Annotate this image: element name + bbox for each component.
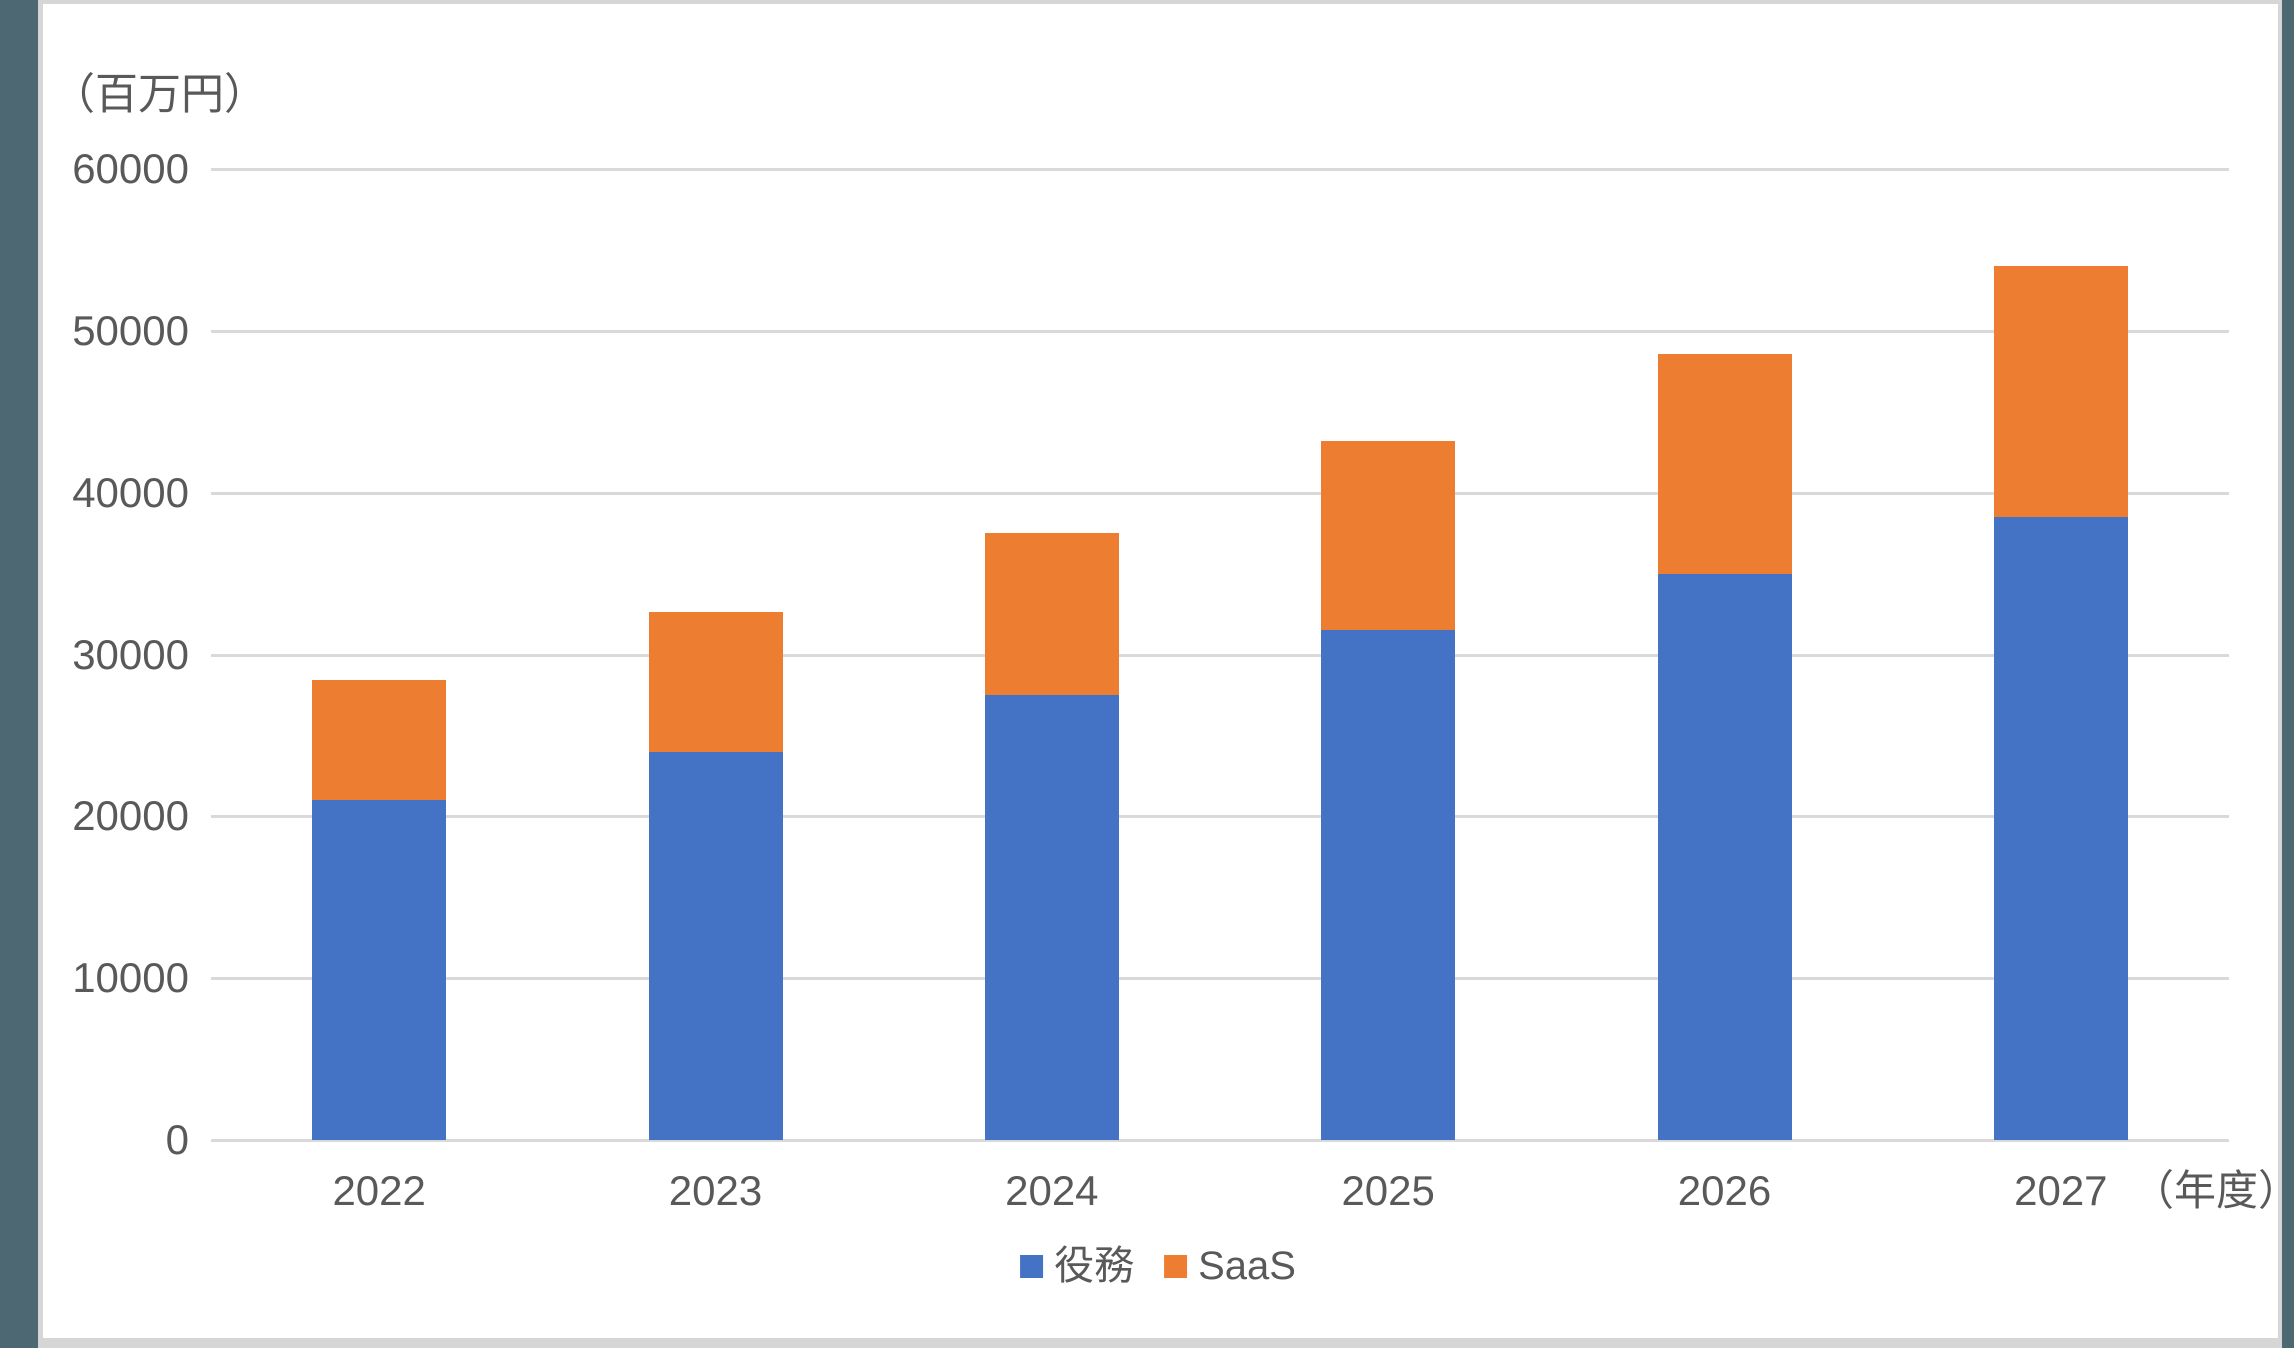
bar-segment-役務-2023 — [648, 751, 783, 1140]
bar-segment-SaaS-2026 — [1657, 353, 1792, 574]
chart-frame-border-right — [2278, 0, 2282, 1348]
bar-segment-役務-2026 — [1657, 573, 1792, 1140]
left-edge-strip — [0, 0, 38, 1348]
x-axis-label-2027: 2027 — [2014, 1167, 2108, 1214]
legend-item-SaaS: SaaS — [1164, 1244, 1296, 1288]
bar-group-2023 — [648, 612, 783, 1140]
x-axis-label-2025: 2025 — [1341, 1167, 1435, 1214]
bar-segment-SaaS-2022 — [312, 680, 447, 801]
gridline-50000 — [211, 329, 2229, 333]
y-axis-tick-label: 0 — [165, 1116, 189, 1163]
y-axis-tick-label: 60000 — [72, 145, 189, 192]
x-axis-category-labels: 2022 2023 2024 2025 2026 2027 — [211, 1168, 2229, 1218]
y-axis-unit-label: （百万円） — [52, 71, 267, 119]
bar-group-2025 — [1321, 440, 1456, 1140]
bar-segment-SaaS-2025 — [1321, 440, 1456, 631]
gridline-60000 — [211, 168, 2229, 171]
x-axis-label-2026: 2026 — [1677, 1167, 1772, 1214]
chart-frame-border-bottom — [43, 1338, 2278, 1348]
gridline-0 — [211, 1139, 2229, 1142]
gridline-40000 — [211, 491, 2229, 495]
right-edge-strip — [2282, 0, 2294, 1348]
gridline-20000 — [211, 815, 2229, 819]
gridline-30000 — [211, 653, 2229, 657]
y-axis-tick-label: 20000 — [72, 792, 189, 840]
x-axis-label-2023: 2023 — [668, 1167, 763, 1214]
bar-group-2024 — [984, 533, 1119, 1140]
legend-swatch-SaaS — [1164, 1254, 1188, 1278]
chart-frame-border-top — [43, 0, 2278, 4]
chart-frame-border-left — [38, 0, 43, 1348]
legend-swatch-役務 — [1020, 1254, 1044, 1278]
legend-item-役務: 役務 — [1020, 1244, 1134, 1288]
bar-segment-役務-2024 — [984, 694, 1119, 1140]
bar-segment-SaaS-2024 — [984, 533, 1119, 695]
bar-segment-役務-2027 — [1993, 516, 2128, 1140]
x-axis-unit-label: （年度） — [2132, 1167, 2294, 1214]
y-axis-tick-label: 10000 — [72, 954, 189, 1002]
y-axis-tick-label: 30000 — [72, 630, 189, 678]
bar-segment-役務-2022 — [312, 800, 447, 1140]
x-axis-label-2024: 2024 — [1005, 1167, 1099, 1214]
legend-label-SaaS: SaaS — [1198, 1244, 1296, 1288]
plot-area — [211, 168, 2229, 1142]
bar-segment-SaaS-2023 — [648, 612, 783, 752]
bar-segment-SaaS-2027 — [1993, 266, 2128, 517]
y-axis-tick-label: 40000 — [72, 468, 189, 516]
bar-segment-役務-2025 — [1321, 630, 1456, 1140]
y-axis-tick-labels: 0 10000 20000 30000 40000 50000 60000 — [0, 148, 189, 1161]
bar-group-2026 — [1657, 353, 1792, 1141]
legend: 役務 SaaS — [1020, 1244, 1296, 1288]
bar-group-2022 — [312, 680, 447, 1140]
x-axis-label-2022: 2022 — [332, 1167, 426, 1214]
legend-label-役務: 役務 — [1054, 1244, 1135, 1288]
bar-group-2027 — [1993, 266, 2128, 1140]
y-axis-tick-label: 50000 — [72, 306, 189, 354]
gridline-10000 — [211, 977, 2229, 981]
